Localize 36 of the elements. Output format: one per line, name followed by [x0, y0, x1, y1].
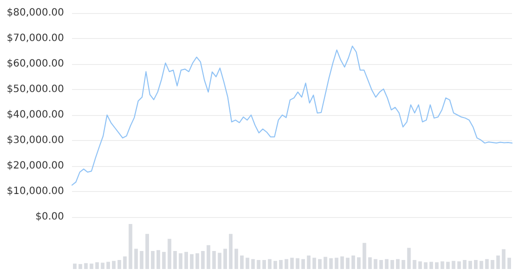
bar	[72, 264, 77, 269]
bar	[312, 258, 316, 269]
bar	[268, 259, 272, 269]
bar	[429, 262, 434, 269]
bar	[196, 253, 200, 269]
y-tick-label: $20,000.00	[6, 160, 64, 172]
y-tick-label: $0.00	[35, 212, 64, 222]
line-series	[72, 46, 512, 186]
y-tick-label: $40,000.00	[6, 110, 64, 120]
bar	[435, 262, 439, 269]
bar	[228, 234, 233, 269]
y-tick-label: $10,000.00	[6, 186, 64, 197]
bar	[468, 260, 472, 269]
y-tick-label: $60,000.00	[6, 58, 64, 70]
bar	[362, 242, 366, 269]
bar	[351, 256, 356, 269]
bar	[190, 254, 194, 269]
bar	[507, 258, 512, 269]
y-tick-label: $70,000.00	[6, 33, 64, 44]
bar	[346, 258, 350, 269]
bar	[273, 260, 278, 269]
bar	[184, 252, 188, 269]
bar	[474, 260, 478, 269]
bar	[396, 259, 400, 269]
bar	[384, 259, 388, 269]
bar	[502, 249, 506, 269]
bar	[150, 251, 155, 269]
bar	[306, 256, 311, 269]
y-tick-label: $80,000.00	[6, 8, 64, 18]
bar	[234, 248, 238, 269]
bar	[112, 260, 116, 269]
bar	[390, 260, 394, 269]
bar	[106, 262, 110, 269]
y-tick-label: $50,000.00	[6, 84, 64, 95]
y-tick-label: $30,000.00	[6, 135, 64, 146]
bar	[145, 234, 149, 269]
